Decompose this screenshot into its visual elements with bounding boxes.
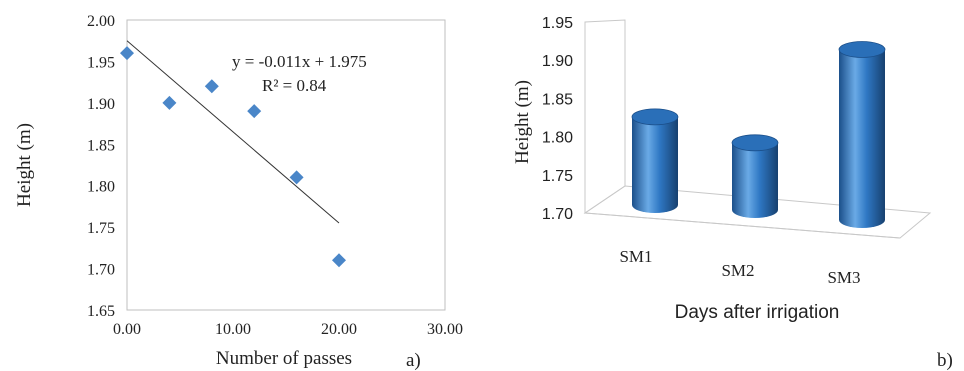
data-point: [247, 104, 262, 119]
y-axis-label: Height (m): [14, 123, 35, 207]
plot-area-frame: [126, 19, 446, 311]
cylinder-bar: [631, 108, 679, 213]
y-tick-label: 1.65: [87, 303, 115, 320]
cylinder-top: [731, 134, 779, 152]
panel-label-b: b): [937, 350, 953, 371]
trendline-equation: y = -0.011x + 1.975: [232, 52, 367, 71]
data-points: [120, 46, 346, 268]
y-tick-label: 1.85: [542, 91, 573, 108]
floor-front-edge: [584, 212, 901, 239]
x-axis-tick-labels: 0.00 10.00 20.00 30.00: [113, 321, 463, 338]
y-tick-label: 2.00: [87, 13, 115, 30]
r-squared-label: R² = 0.84: [262, 76, 327, 95]
y-tick-label: 1.75: [542, 168, 573, 185]
category-label: SM3: [827, 268, 860, 287]
y-tick-label: 1.75: [87, 220, 115, 237]
category-labels: SM1 SM2 SM3: [619, 247, 860, 287]
x-tick-label: 30.00: [427, 321, 463, 338]
y-tick-label: 1.95: [542, 15, 573, 32]
trendline: [126, 40, 340, 224]
scatter-chart-panel: 1.65 1.70 1.75 1.80 1.85 1.90 1.95 2.00 0.00 10.…: [14, 13, 463, 371]
bars: [631, 41, 886, 229]
x-tick-label: 20.00: [321, 321, 357, 338]
y-tick-label: 1.85: [87, 137, 115, 154]
y-axis-label: Height (m): [512, 80, 533, 164]
x-axis-label: Number of passes: [216, 348, 352, 369]
cylinder-top: [838, 41, 886, 58]
cylinder-top: [631, 108, 679, 126]
y-tick-label: 1.80: [542, 130, 573, 147]
y-tick-label: 1.90: [87, 96, 115, 113]
cylinder-body: [732, 142, 778, 218]
data-point: [332, 253, 346, 268]
data-point: [162, 95, 177, 110]
category-label: SM1: [619, 247, 652, 266]
x-axis-label: Days after irrigation: [675, 302, 840, 323]
y-tick-label: 1.70: [87, 262, 115, 279]
data-point: [204, 79, 219, 94]
data-point: [289, 170, 304, 185]
panel-label-a: a): [406, 350, 421, 371]
cylinder-bar: [838, 41, 886, 229]
y-tick-label: 1.90: [542, 53, 573, 70]
x-tick-label: 10.00: [215, 321, 251, 338]
x-tick-label: 0.00: [113, 321, 141, 338]
data-point: [120, 46, 134, 61]
y-axis-tick-labels: 1.70 1.75 1.80 1.85 1.90 1.95: [542, 15, 573, 223]
y-tick-label: 1.80: [87, 179, 115, 196]
cylinder-bar-chart-panel: 1.70 1.75 1.80 1.85 1.90 1.95 SM1 SM2 SM3 Heigh…: [512, 15, 953, 371]
cylinder-body: [632, 116, 678, 213]
y-axis-tick-labels: 1.65 1.70 1.75 1.80 1.85 1.90 1.95 2.00: [87, 13, 115, 320]
category-label: SM2: [721, 261, 754, 280]
y-tick-label: 1.70: [542, 206, 573, 223]
cylinder-bar: [731, 134, 779, 218]
cylinder-body: [839, 49, 885, 229]
back-wall-left: [584, 19, 626, 214]
y-tick-label: 1.95: [87, 54, 115, 71]
